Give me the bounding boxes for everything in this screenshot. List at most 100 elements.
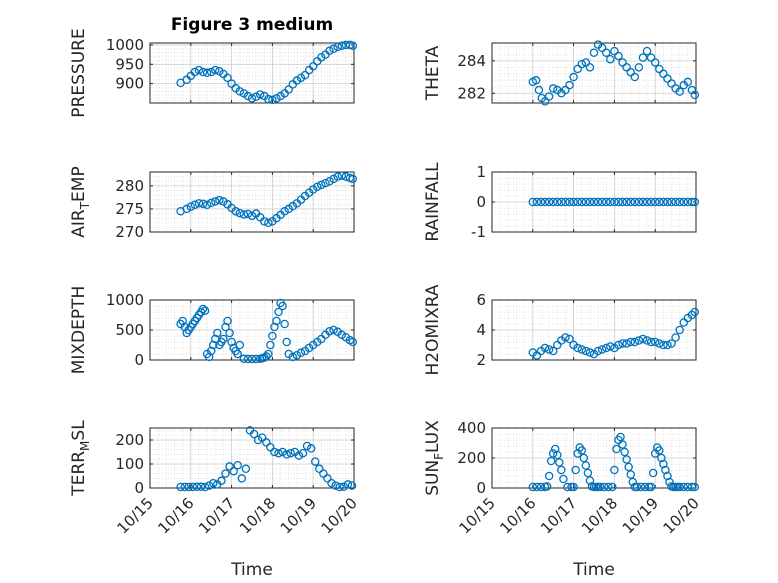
data-point [534,85,544,95]
data-point [241,464,251,474]
y-axis-label: TERRMSL [69,420,92,497]
data-point [650,58,660,67]
y-tick-label: 1 [476,163,486,181]
y-tick-label: -1 [471,223,486,241]
y-tick-label: 400 [457,419,486,437]
data-point [618,440,627,449]
data-point [531,76,541,85]
data-point [270,447,279,457]
data-point [634,197,644,207]
data-point [679,482,689,492]
data-point [565,197,574,207]
data-point [606,54,615,64]
data-point [264,218,273,228]
data-point [655,446,664,455]
subplot-rainfall: -1 0 1 RAINFALL [423,162,700,242]
data-point [272,316,281,326]
data-point [642,46,652,56]
data-point [235,208,245,218]
data-point [610,197,619,207]
data-point [630,337,640,347]
data-point [223,316,232,326]
data-point [583,468,593,478]
data-point [650,197,660,207]
data-point [176,482,185,492]
data-point [544,345,554,354]
data-point [528,197,538,207]
data-point [325,46,334,55]
data-point [348,337,358,347]
data-point [614,197,623,207]
data-point [243,91,253,101]
data-point [213,328,222,338]
data-point [264,349,273,359]
data-point [675,87,684,96]
data-point [337,330,347,340]
data-point [329,44,338,54]
data-point [259,217,269,226]
data-point [292,350,302,360]
y-tick-label: 0 [476,193,486,211]
data-point [577,197,587,207]
data-point [610,465,619,475]
data-point [268,331,277,341]
data-point [184,482,194,492]
data-point [675,482,684,492]
data-point [548,346,558,356]
axes-box [491,42,697,104]
data-point [280,319,289,329]
y-tick-label: 1000 [106,291,144,309]
data-point [308,61,318,71]
data-point [542,482,552,491]
y-tick-label: 275 [115,200,144,218]
data-point [563,482,572,492]
data-point [565,334,574,344]
y-axis-label: PRESSURE [69,28,89,117]
data-point [601,197,611,207]
data-point [253,435,263,445]
data-point [622,339,631,348]
data-point [650,337,660,347]
data-point [257,433,267,442]
data-point [597,197,607,207]
data-point [208,478,218,488]
y-tick-label: 4 [476,321,486,339]
data-point [180,482,189,492]
data-point [215,195,224,205]
data-point [235,340,245,350]
data-point [667,79,676,88]
data-point [347,481,357,490]
y-tick-label: 100 [115,455,144,473]
data-point [264,94,273,104]
data-point [561,197,570,207]
data-point [690,90,700,100]
data-point [675,197,684,207]
data-point [559,474,568,484]
data-point [663,74,672,83]
data-point [204,481,214,490]
data-point [646,337,656,347]
data-point [606,342,615,351]
data-point [343,480,353,489]
data-point [339,482,349,492]
data-point [553,197,562,207]
data-point [302,441,312,451]
data-point [540,197,550,207]
data-point [233,460,242,470]
data-point [626,197,635,207]
data-point [614,51,623,61]
data-point [348,41,358,50]
data-point [536,482,546,492]
data-point [544,471,554,481]
data-point [188,482,198,492]
data-point [679,197,689,207]
data-point [548,197,558,207]
data-point [247,211,257,221]
data-point [616,432,625,442]
data-point [557,465,566,475]
data-point [329,325,338,335]
data-point [671,197,680,207]
data-point [585,197,595,207]
data-point [628,477,638,487]
data-point [540,343,550,353]
